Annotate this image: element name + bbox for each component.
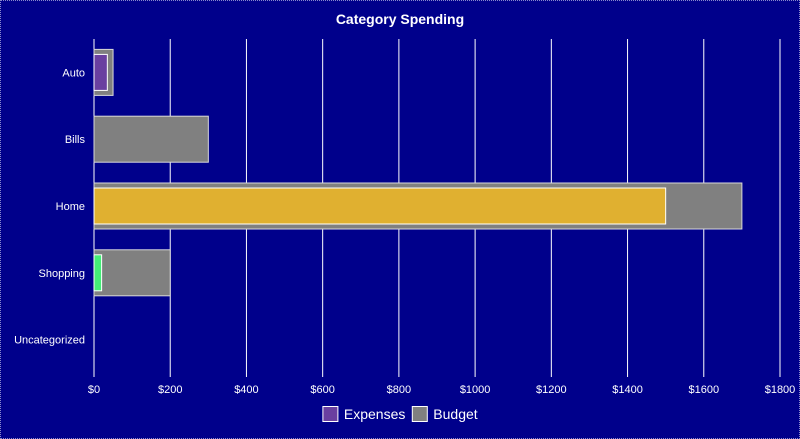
x-tick-label: $1800 <box>765 384 796 396</box>
x-tick-label: $600 <box>310 384 334 396</box>
legend-swatch[interactable] <box>322 406 339 422</box>
legend-label[interactable]: Expenses <box>344 406 405 422</box>
bars <box>93 48 743 297</box>
x-tick-label: $1600 <box>688 384 719 396</box>
expense-bar[interactable] <box>93 187 667 225</box>
chart-title: Category Spending <box>336 11 464 27</box>
x-tick-label: $400 <box>234 384 258 396</box>
x-tick-label: $1200 <box>536 384 567 396</box>
y-axis-labels: Auto Bills Home Shopping Uncategorized <box>14 67 85 346</box>
y-tick-label: Shopping <box>39 268 86 280</box>
x-tick-label: $200 <box>158 384 182 396</box>
y-tick-label: Bills <box>65 134 86 146</box>
y-tick-label: Auto <box>62 67 85 79</box>
y-tick-label: Uncategorized <box>14 335 85 347</box>
legend-swatch[interactable] <box>411 406 428 422</box>
legend[interactable]: Expenses Budget <box>322 406 478 422</box>
x-tick-label: $800 <box>387 384 411 396</box>
y-tick-label: Home <box>56 201 85 213</box>
x-tick-label: $1000 <box>460 384 491 396</box>
budget-bar[interactable] <box>93 115 209 163</box>
expense-bar[interactable] <box>93 53 108 91</box>
x-tick-label: $0 <box>88 384 100 396</box>
x-axis-labels: $0 $200 $400 $600 $800 $1000 $1200 $1400 $1600 $1… <box>88 384 795 396</box>
legend-label[interactable]: Budget <box>433 406 477 422</box>
expense-bar[interactable] <box>93 254 103 292</box>
x-tick-label: $1400 <box>612 384 643 396</box>
budget-bar[interactable] <box>93 249 171 297</box>
